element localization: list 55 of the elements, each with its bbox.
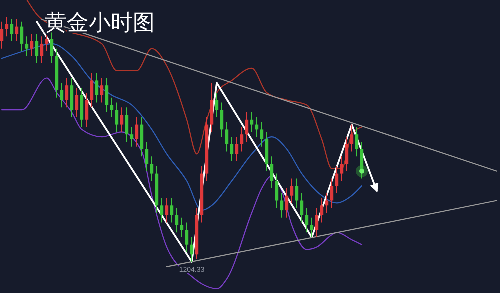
candlestick <box>10 18 14 42</box>
candlestick <box>95 72 99 104</box>
candlestick <box>250 112 254 133</box>
candlestick <box>25 36 29 57</box>
candlestick <box>105 78 109 114</box>
candlestick <box>5 16 9 38</box>
candlestick <box>115 102 119 133</box>
candlestick <box>315 208 319 238</box>
candlestick <box>295 178 299 209</box>
candlestick <box>270 156 274 189</box>
candlestick <box>90 72 94 108</box>
candlestick <box>135 116 139 148</box>
candlestick <box>60 82 64 108</box>
candlestick <box>230 136 234 162</box>
candlestick <box>170 198 174 224</box>
candlestick <box>85 92 89 128</box>
candlestick <box>235 136 239 162</box>
candlestick <box>125 107 129 142</box>
candlestick <box>225 122 229 152</box>
candlestick <box>305 208 309 234</box>
candlestick <box>40 36 44 64</box>
candlestick <box>285 188 289 218</box>
candlestick <box>330 178 334 209</box>
candlestick <box>0 21 4 50</box>
candlestick <box>65 78 69 108</box>
candlestick <box>300 192 304 224</box>
candlestick <box>110 97 114 118</box>
candlestick <box>165 198 169 224</box>
candlestick <box>185 222 189 253</box>
candlestick <box>30 34 34 57</box>
candlestick <box>35 34 39 64</box>
candlestick <box>275 173 279 209</box>
candlestick <box>335 166 339 194</box>
candlestick <box>20 21 24 52</box>
candlestick <box>280 192 284 218</box>
candlestick <box>130 126 134 148</box>
candlestick <box>175 208 179 234</box>
candlestick <box>150 156 154 182</box>
candlestick <box>320 198 324 224</box>
candlestick <box>220 102 224 138</box>
candlestick <box>145 141 149 172</box>
candlestick <box>245 112 249 142</box>
candlestick <box>100 78 104 104</box>
candlestick <box>290 178 294 204</box>
candlestick <box>160 198 164 224</box>
candlestick <box>345 136 349 172</box>
candlestick <box>350 124 354 152</box>
candlestick <box>215 92 219 118</box>
candlestick <box>190 237 194 262</box>
candlestick <box>240 126 244 152</box>
candlestick <box>260 122 264 148</box>
candlestick <box>120 107 124 133</box>
candlestick <box>340 156 344 182</box>
candlestick <box>75 88 79 118</box>
candlestick <box>355 126 359 158</box>
